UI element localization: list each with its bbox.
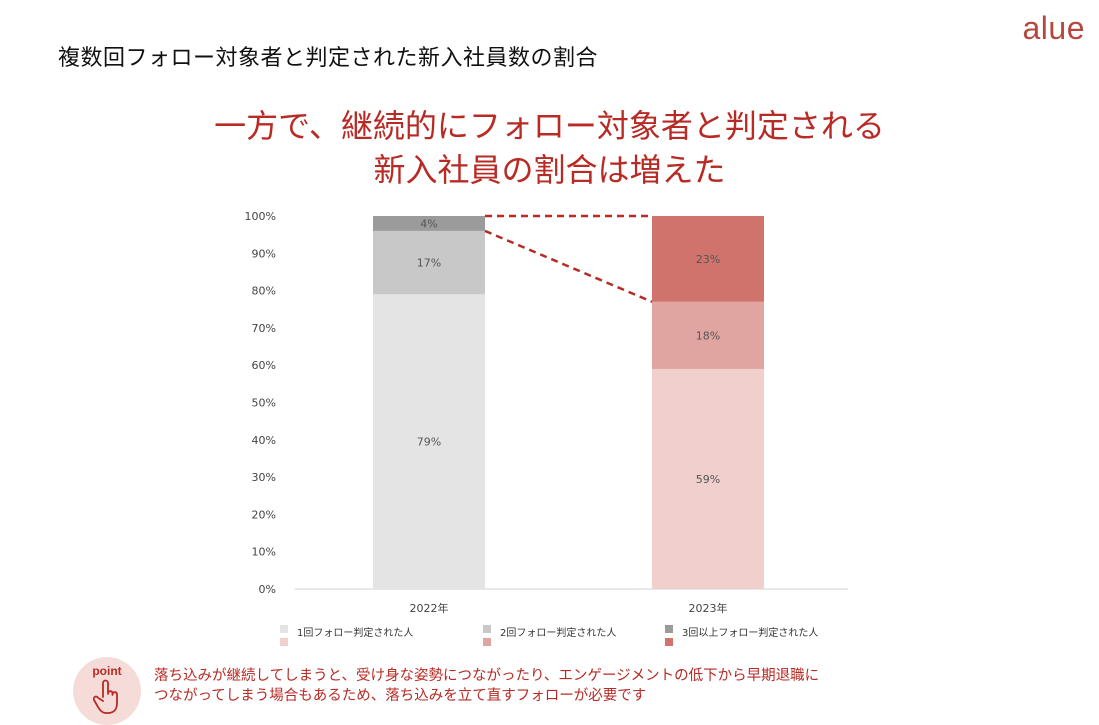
y-tick-label: 80%: [252, 285, 276, 298]
data-label: 59%: [696, 473, 720, 486]
legend-label: 1回フォロー判定された人: [297, 628, 414, 639]
x-tick-label: 2023年: [689, 601, 728, 615]
data-label: 4%: [420, 217, 437, 230]
bar-segment-3-2023: [652, 216, 764, 302]
legend-swatch-2023: [483, 638, 491, 646]
bar-segment-2-2023: [652, 301, 764, 369]
y-tick-label: 40%: [252, 434, 276, 447]
bar-segment-1-2022: [373, 294, 485, 589]
legend-label: 2回フォロー判定された人: [500, 628, 617, 639]
data-label: 23%: [696, 253, 720, 266]
point-label: point: [92, 664, 122, 678]
page-title: 複数回フォロー対象者と判定された新入社員数の割合: [58, 46, 599, 71]
bar-segment-1-2023: [652, 368, 764, 589]
y-tick-label: 50%: [252, 397, 276, 410]
headline: 一方で、継続的にフォロー対象者と判定される 新入社員の割合は増えた: [0, 104, 1099, 192]
brand-logo: alue: [1022, 10, 1085, 46]
y-tick-label: 90%: [252, 247, 276, 260]
data-label: 17%: [417, 257, 441, 270]
headline-line-2: 新入社員の割合は増えた: [373, 151, 726, 189]
x-tick-label: 2022年: [410, 601, 449, 615]
y-tick-label: 10%: [252, 546, 276, 559]
point-note: 落ち込みが継続してしまうと、受け身な姿勢につながったり、エンゲージメントの低下か…: [154, 666, 819, 706]
y-tick-label: 60%: [252, 359, 276, 372]
note-line-1: 落ち込みが継続してしまうと、受け身な姿勢につながったり、エンゲージメントの低下か…: [154, 668, 820, 684]
bar-segment-2-2022: [373, 230, 485, 295]
bar-segment-3-2022: [373, 216, 485, 231]
y-tick-label: 0%: [259, 583, 276, 596]
y-tick-label: 100%: [245, 210, 276, 223]
note-line-2: つながってしまう場合もあるため、落ち込みを立て直すフォローが必要です: [154, 688, 647, 704]
data-label: 18%: [696, 329, 720, 342]
legend-swatch-2022: [483, 625, 491, 633]
headline-line-1: 一方で、継続的にフォロー対象者と判定される: [214, 107, 885, 145]
legend-swatch-2023: [665, 638, 673, 646]
legend-swatch-2023: [280, 638, 288, 646]
pointing-hand-icon: [93, 679, 118, 714]
y-tick-label: 20%: [252, 508, 276, 521]
connector-line-bottom: [484, 229, 653, 303]
data-label: 79%: [417, 436, 441, 449]
legend-label: 3回以上フォロー判定された人: [682, 628, 819, 639]
y-tick-label: 70%: [252, 322, 276, 335]
legend-swatch-2022: [665, 625, 673, 633]
chart-legend: 1回フォロー判定された人 2回フォロー判定された人 3回以上フォロー判定された人: [280, 624, 860, 648]
y-tick-label: 30%: [252, 471, 276, 484]
point-badge: point: [73, 657, 141, 725]
legend-swatch-2022: [280, 625, 288, 633]
